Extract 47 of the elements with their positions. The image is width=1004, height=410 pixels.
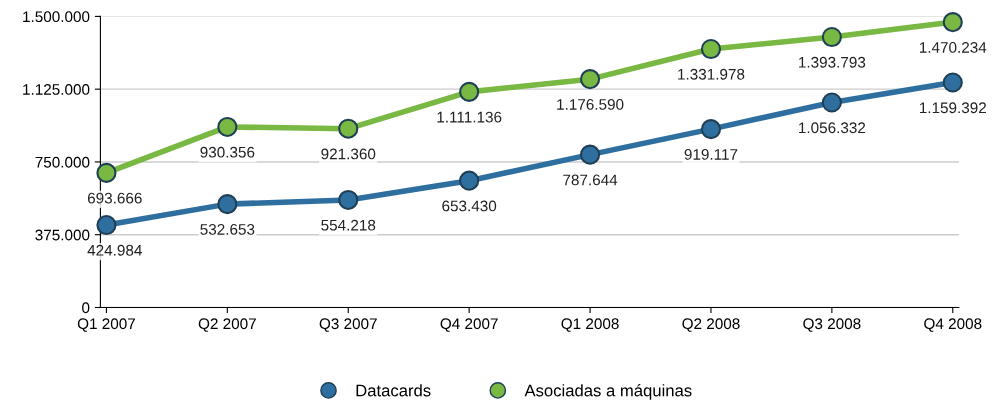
point: [217, 116, 238, 138]
data-label: 1.159.392: [919, 102, 986, 114]
point: [942, 12, 963, 33]
data-label: 921.360: [321, 148, 376, 160]
x-tick-label: Q3 2007: [319, 318, 377, 332]
data-label: 424.984: [87, 244, 142, 256]
y-tick-label: 375.000: [35, 229, 90, 241]
point: [96, 162, 117, 183]
x-tick-label: Q3 2008: [803, 318, 861, 332]
x-tick-label: Q1 2007: [77, 318, 135, 332]
legend-label: Asociadas a máquinas: [524, 384, 692, 400]
x-tick-label: Q4 2008: [924, 318, 982, 332]
x-tick-label: Q2 2008: [682, 318, 740, 332]
data-label: 1.111.136: [437, 111, 502, 123]
point: [338, 189, 359, 211]
point: [942, 72, 963, 93]
point: [217, 194, 238, 215]
data-label: 787.644: [563, 174, 618, 186]
data-label: 653.430: [442, 200, 497, 212]
data-label: 1.176.590: [557, 99, 624, 110]
data-label: 532.653: [200, 223, 255, 235]
data-label: 1.470.234: [919, 42, 987, 53]
legend-label: Datacards: [356, 384, 431, 397]
y-tick-label: 1.125.000: [23, 84, 90, 95]
point: [459, 81, 480, 102]
y-tick-label: 750.000: [35, 156, 90, 168]
x-tick-label: Q4 2007: [440, 318, 498, 332]
data-label: 693.666: [87, 192, 142, 204]
point: [700, 119, 722, 140]
point: [96, 214, 117, 236]
point: [821, 26, 842, 48]
data-label: 1.331.978: [678, 68, 745, 80]
point: [821, 92, 842, 113]
y-tick-label: 0: [82, 302, 90, 314]
x-tick-label: Q2 2007: [198, 318, 256, 332]
point: [579, 144, 601, 165]
data-label: 554.218: [321, 219, 376, 231]
point: [579, 69, 601, 90]
point: [700, 38, 722, 60]
point: [338, 118, 359, 139]
data-label: 930.356: [200, 146, 255, 158]
data-label: 919.117: [684, 148, 738, 160]
data-label: 1.393.793: [799, 56, 866, 68]
y-tick-label: 1.500.000: [23, 11, 90, 23]
data-label: 1.056.332: [799, 122, 866, 134]
x-tick-label: Q1 2008: [561, 318, 619, 332]
point: [459, 170, 480, 191]
